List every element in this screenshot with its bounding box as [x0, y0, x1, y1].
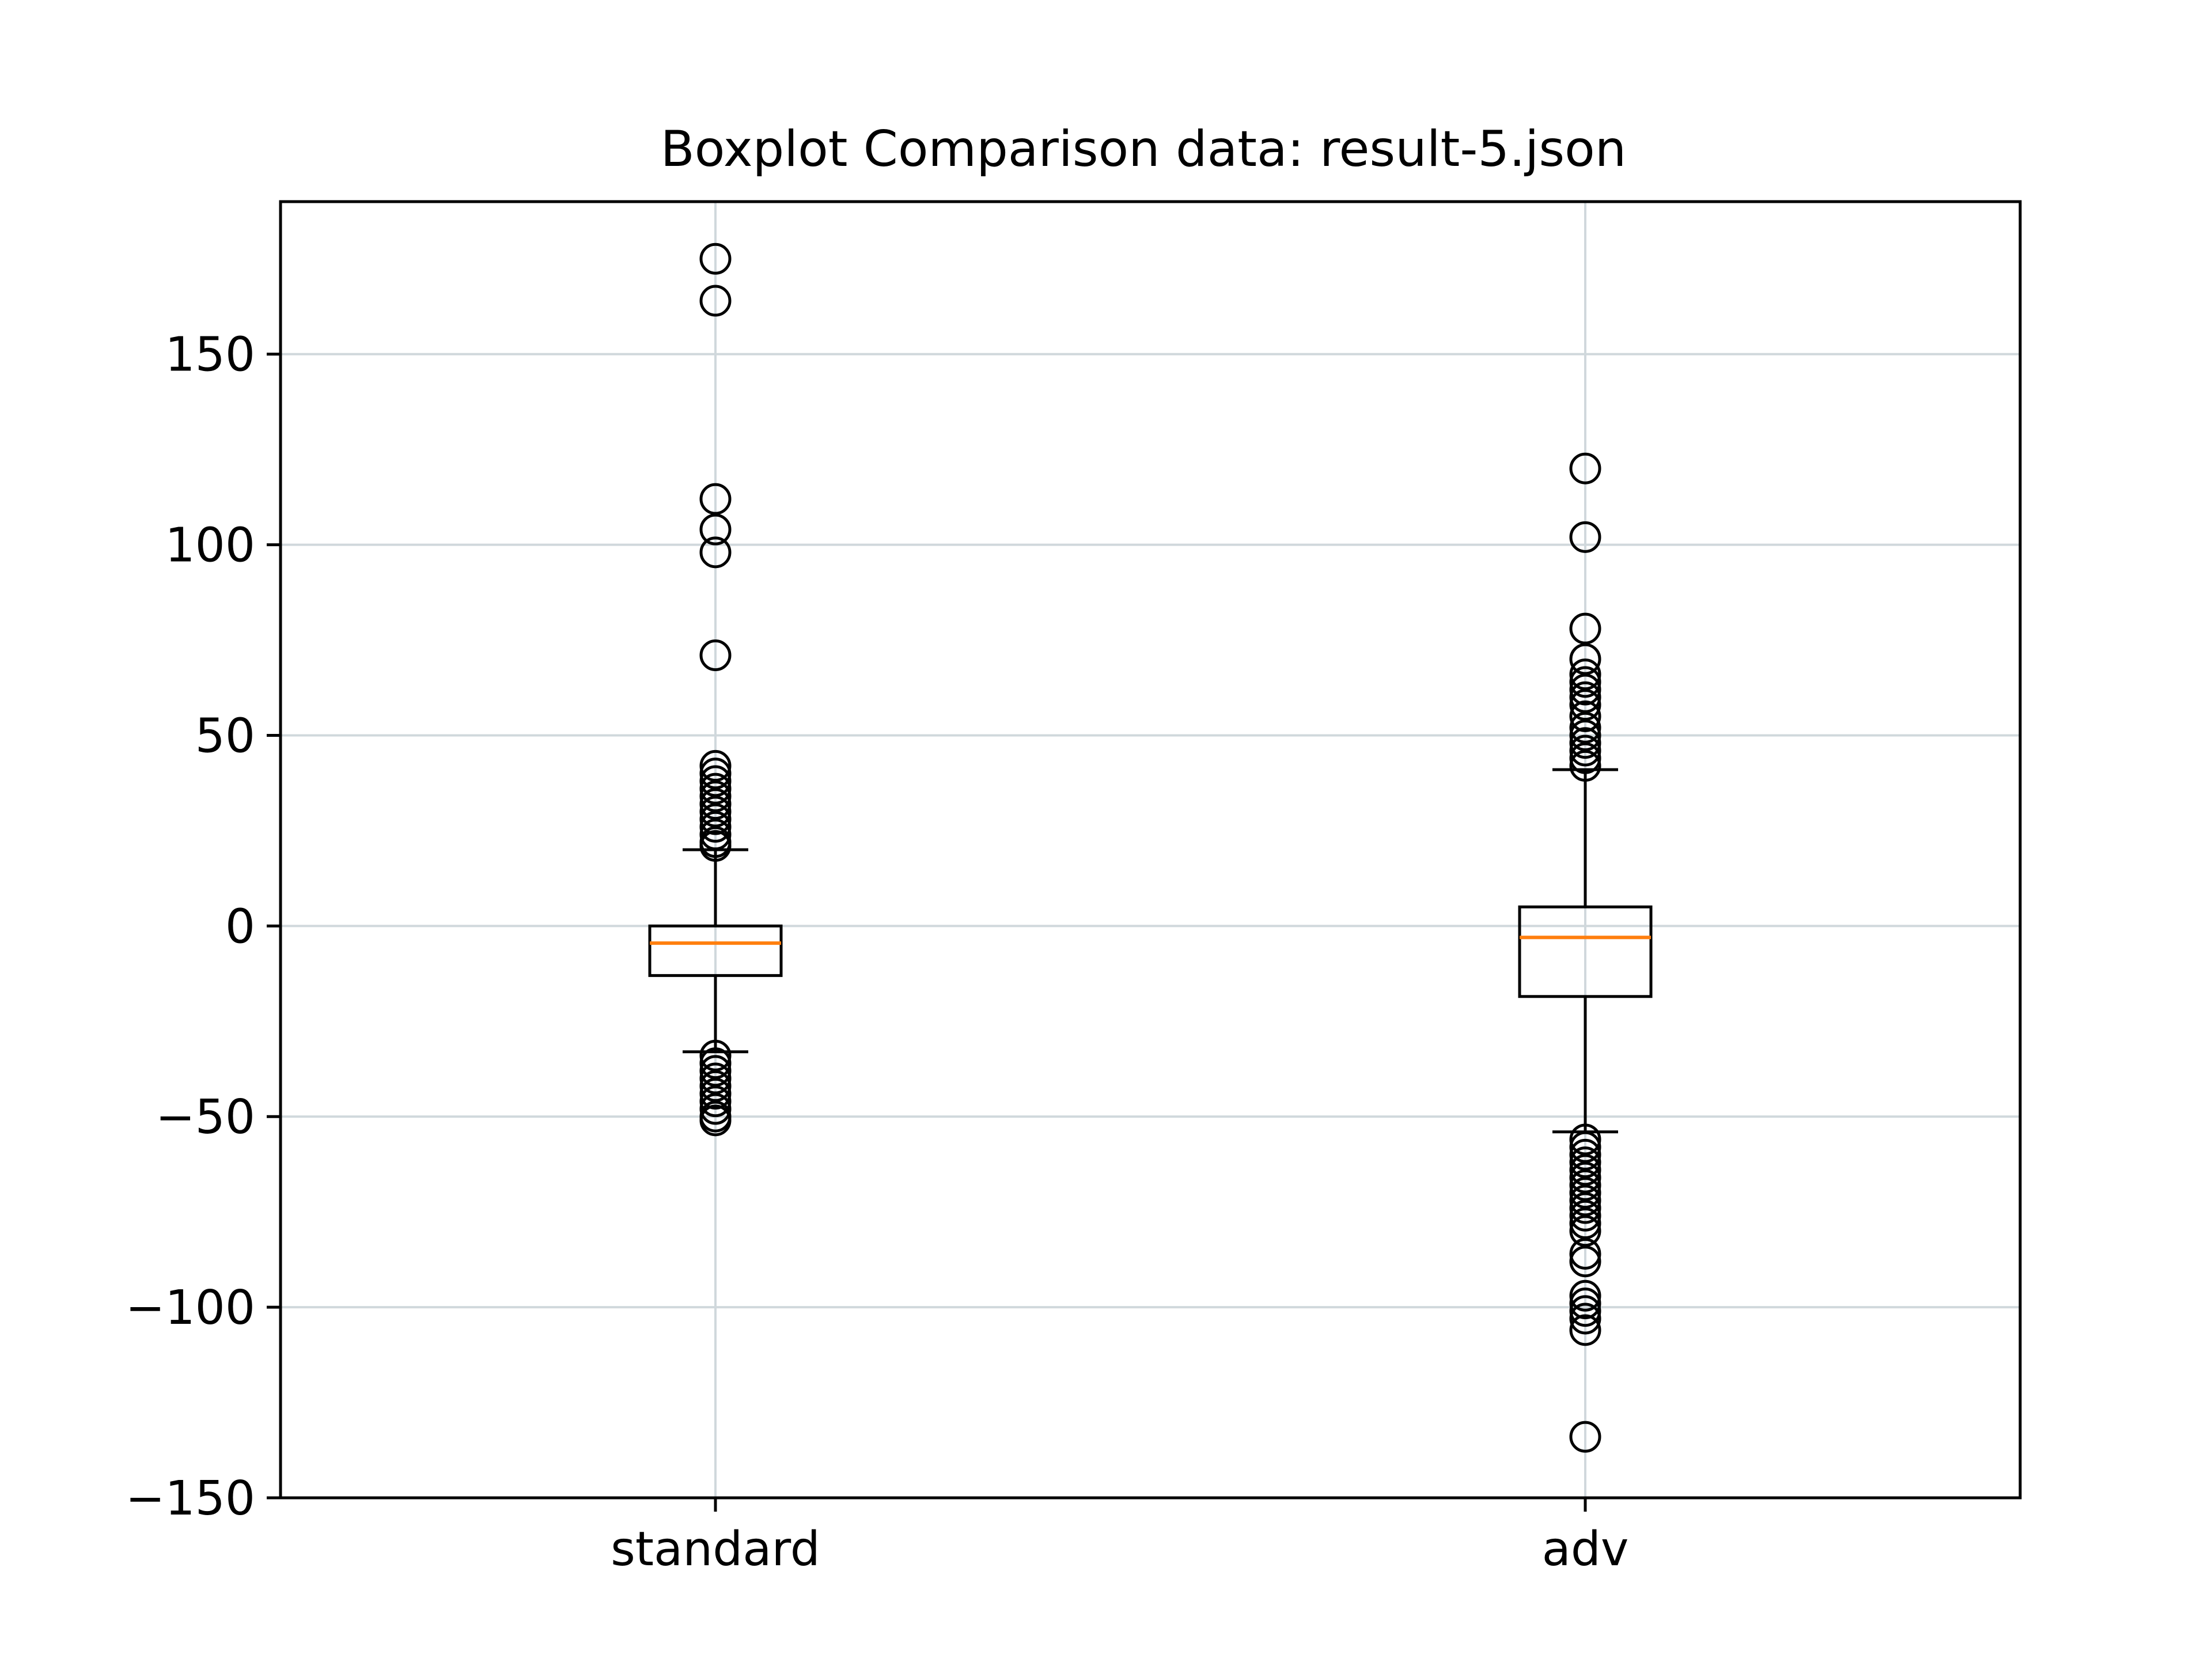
outlier-point [1569, 749, 1601, 782]
outlier-point [1569, 1123, 1601, 1156]
outlier-point [1569, 1303, 1601, 1335]
x-tick-label: standard [611, 1522, 820, 1577]
outlier-point [699, 483, 732, 515]
outlier-point [699, 536, 732, 569]
outlier-point [699, 803, 732, 835]
outlier-point [1569, 1314, 1601, 1346]
outlier-point [699, 758, 732, 790]
outlier-point [699, 796, 732, 828]
outlier-point [1569, 727, 1601, 759]
outlier-point [1569, 1288, 1601, 1319]
outlier-point [699, 639, 732, 671]
box-series [648, 243, 1653, 1453]
y-tick-label: 150 [165, 328, 255, 383]
outlier-point [1569, 1146, 1601, 1179]
outlier-point [1569, 1131, 1601, 1163]
box-group-standard [648, 243, 783, 1137]
chart-title: Boxplot Comparison data: result-5.json [661, 120, 1627, 178]
outlier-point [1569, 1161, 1601, 1194]
outlier-point [699, 780, 732, 812]
outlier-point [1569, 1184, 1601, 1217]
y-tick-label: 0 [225, 899, 255, 954]
outlier-point [1569, 1207, 1601, 1240]
outlier-point [1569, 1154, 1601, 1186]
y-tick-label: 100 [165, 518, 255, 573]
outlier-point [1569, 658, 1601, 691]
box-group-adv [1518, 452, 1653, 1453]
outlier-point [1569, 521, 1601, 553]
x-tick-label: adv [1542, 1522, 1629, 1577]
outlier-point [1569, 673, 1601, 706]
outlier-point [699, 1093, 732, 1125]
y-tick-label: −100 [126, 1281, 255, 1335]
outlier-point [1569, 1421, 1601, 1453]
y-tick-label: −150 [126, 1471, 255, 1526]
outlier-point [1569, 681, 1601, 713]
outlier-point [1569, 1279, 1601, 1312]
outlier-point [1569, 719, 1601, 751]
outlier-point [699, 513, 732, 546]
outlier-point [699, 819, 732, 851]
outlier-point [1569, 666, 1601, 698]
y-tick-label: 50 [195, 709, 255, 763]
outlier-point [699, 765, 732, 797]
outlier-point [1569, 1295, 1601, 1327]
outlier-point [699, 285, 732, 317]
outlier-point [699, 1039, 732, 1072]
outlier-point [1569, 1245, 1601, 1278]
outlier-point [1569, 643, 1601, 675]
outlier-point [699, 1085, 732, 1118]
outlier-point [699, 811, 732, 843]
outlier-point [699, 1104, 732, 1137]
outlier-point [699, 1070, 732, 1102]
outlier-point [1569, 1177, 1601, 1209]
outlier-point [1569, 711, 1601, 744]
outlier-point [699, 749, 732, 782]
outlier-point [699, 788, 732, 820]
plot-frame [279, 200, 2022, 1500]
outlier-point [699, 1078, 732, 1110]
outlier-point [699, 1055, 732, 1087]
outlier-point [1569, 689, 1601, 721]
outlier-point [1569, 1237, 1601, 1270]
iqr-box [648, 924, 783, 977]
outlier-point [699, 1062, 732, 1095]
outlier-point [1569, 1138, 1601, 1171]
outlier-point [1569, 700, 1601, 732]
outlier-point [1569, 1199, 1601, 1232]
grid-lines [281, 202, 2020, 1499]
outlier-point [1569, 1215, 1601, 1247]
outlier-point [699, 243, 732, 275]
outlier-point [699, 773, 732, 805]
y-tick-label: −50 [156, 1090, 255, 1145]
axes: −150 −100 −50 0 50 100 150 standard adv [126, 328, 1629, 1577]
outlier-point [1569, 1169, 1601, 1201]
outlier-point [1569, 735, 1601, 767]
outlier-point [1569, 742, 1601, 774]
outlier-point [1569, 612, 1601, 645]
outlier-point [699, 1047, 732, 1080]
outlier-point [1569, 452, 1601, 484]
outlier-point [699, 830, 732, 862]
iqr-box [1518, 905, 1653, 998]
outlier-point [1569, 1192, 1601, 1224]
